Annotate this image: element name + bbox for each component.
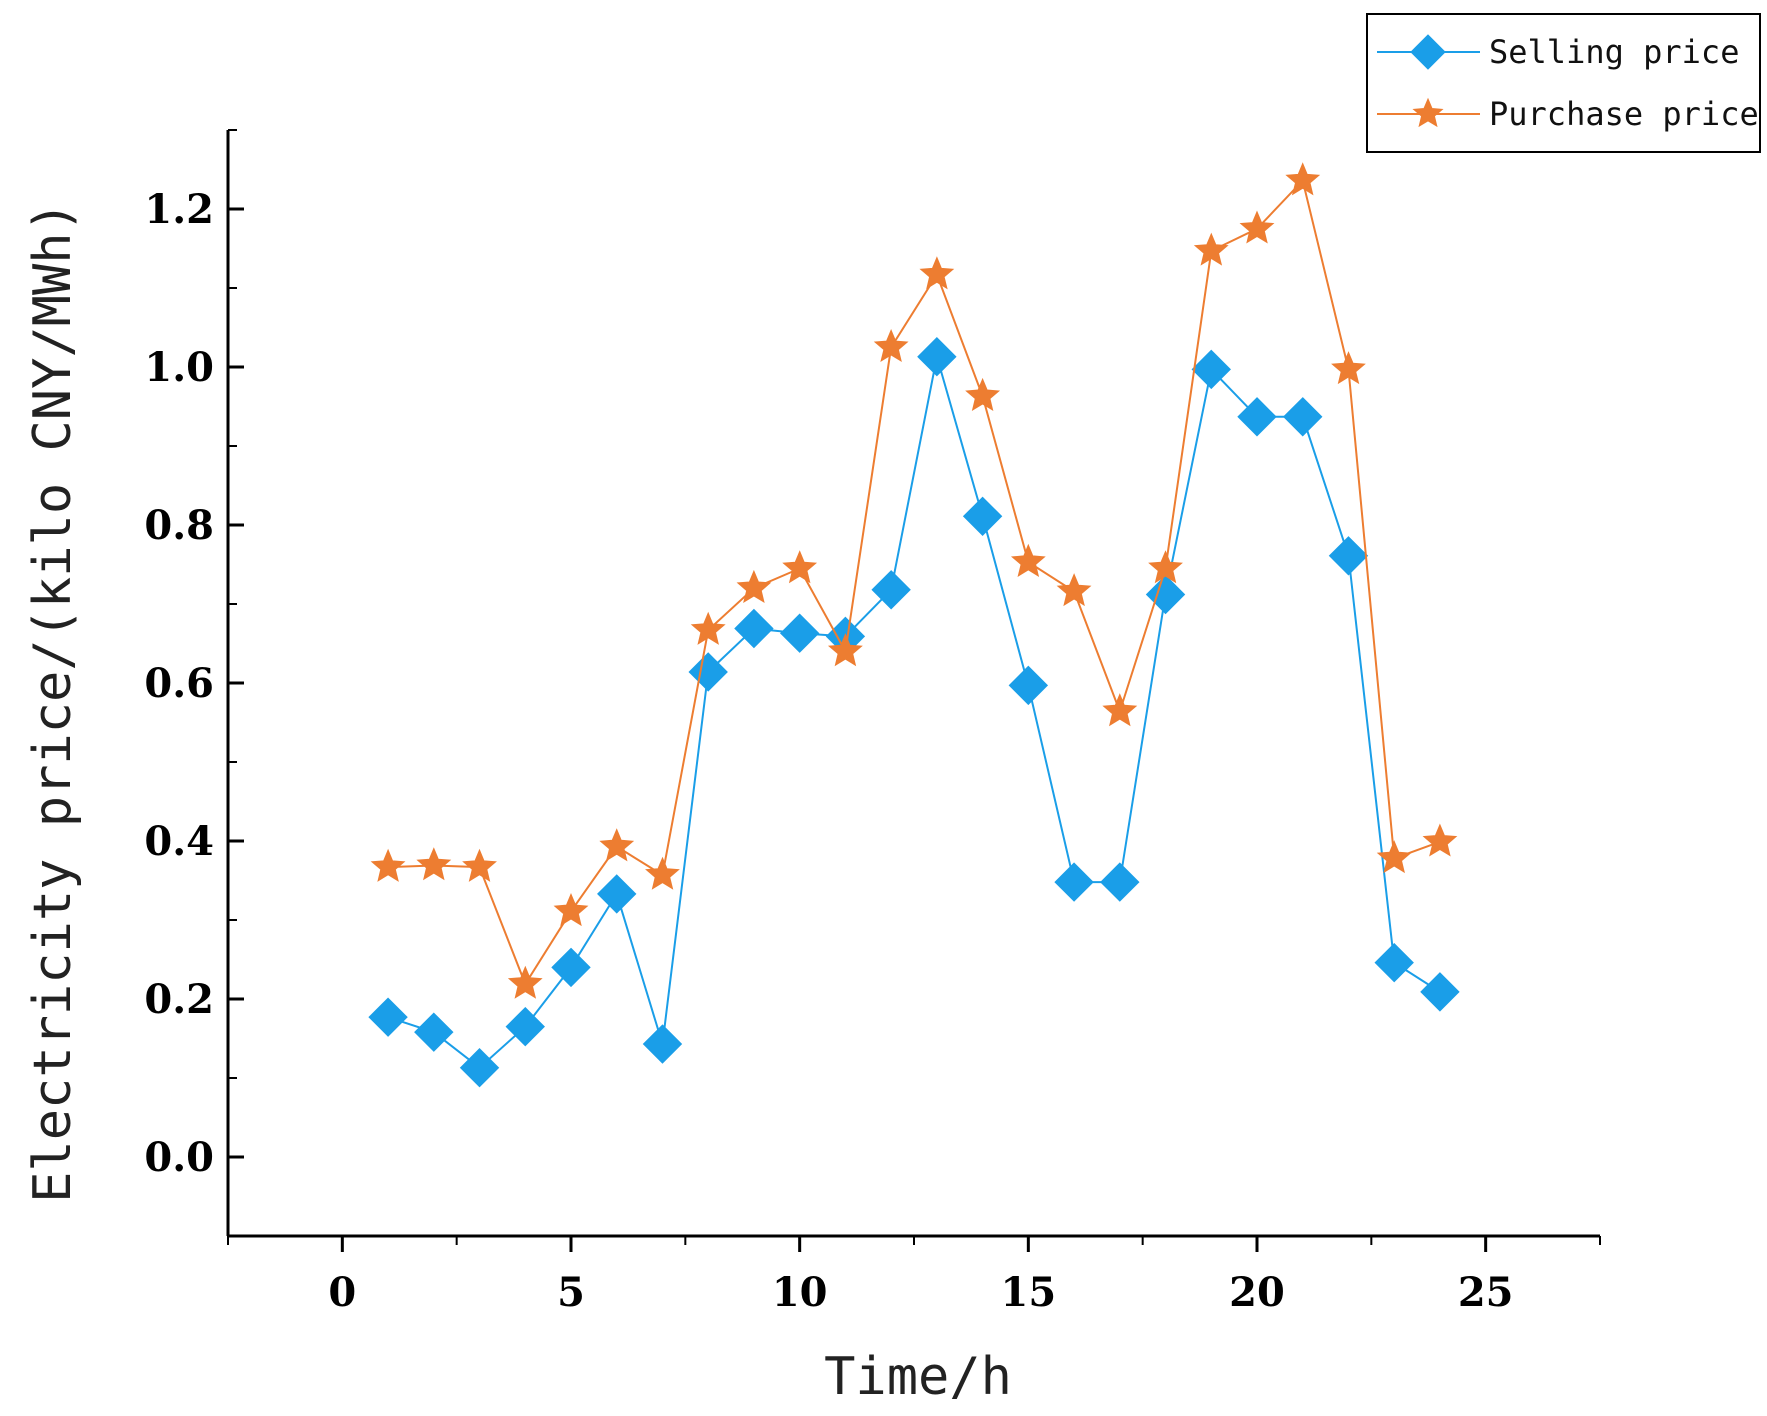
x-tick-label: 5 (557, 1269, 585, 1316)
legend-label: Purchase price (1489, 95, 1759, 133)
data-point (779, 613, 820, 653)
data-point (414, 1012, 454, 1052)
y-tick-label: 0.2 (144, 976, 214, 1023)
axes: 0.0 0.2 0.4 0.6 0.8 1.0 1.2 0 5 10 15 20 25 (144, 129, 1601, 1316)
data-point (873, 328, 909, 363)
data-point (1285, 162, 1321, 196)
data-point (368, 997, 408, 1037)
data-point (1148, 550, 1183, 584)
data-point (645, 856, 680, 890)
data-point (1008, 665, 1049, 706)
data-point (871, 570, 911, 610)
data-point (965, 377, 1001, 412)
data-point (1328, 536, 1369, 576)
legend: Selling price Purchase price (1366, 13, 1761, 153)
y-tick-label: 1.2 (144, 186, 214, 233)
data-point (919, 256, 955, 290)
data-point (1331, 351, 1366, 385)
data-point (1145, 574, 1186, 615)
data-point (505, 1006, 545, 1047)
data-point (1010, 543, 1046, 577)
series-line (388, 178, 1441, 987)
data-point (736, 569, 772, 604)
y-tick-label: 0.0 (144, 1134, 214, 1181)
legend-label: Selling price (1489, 33, 1739, 71)
data-point (599, 828, 635, 862)
y-tick-label: 1.0 (144, 344, 214, 391)
data-point (1056, 573, 1092, 607)
data-point (917, 337, 957, 377)
data-point (1422, 823, 1458, 857)
legend-box (1366, 13, 1761, 153)
data-point (597, 874, 637, 914)
data-point (1283, 397, 1323, 437)
x-tick-label: 25 (1458, 1269, 1514, 1316)
data-point (551, 947, 591, 988)
data-point (507, 965, 543, 999)
data-point (1193, 232, 1229, 266)
data-point (553, 892, 589, 927)
data-point (1374, 942, 1414, 983)
data-point (962, 496, 1003, 537)
data-point (1376, 840, 1412, 874)
series-purchase-price (370, 162, 1458, 999)
x-axis-title: Time/h (824, 1347, 1012, 1407)
series-selling-price (368, 337, 1460, 1088)
x-tick-label: 15 (1000, 1269, 1056, 1316)
data-point (1102, 693, 1138, 727)
y-tick-label: 0.8 (144, 502, 214, 549)
data-point (370, 848, 406, 882)
data-point (462, 848, 497, 882)
data-point (1191, 349, 1231, 390)
x-tick-label: 0 (328, 1269, 356, 1316)
data-point (1054, 862, 1094, 902)
data-point (690, 611, 726, 645)
y-tick-label: 0.6 (144, 660, 214, 707)
series-layer (368, 162, 1460, 1088)
x-tick-label: 10 (772, 1269, 828, 1316)
data-point (827, 633, 863, 667)
data-point (1100, 862, 1140, 902)
data-point (642, 1024, 683, 1064)
data-point (416, 847, 452, 881)
data-point (1239, 210, 1275, 244)
data-point (1237, 397, 1277, 437)
y-tick-label: 0.4 (144, 818, 214, 865)
legend-marker (1410, 34, 1446, 70)
data-point (734, 608, 774, 649)
data-point (1420, 972, 1460, 1012)
legend-marker (1412, 97, 1444, 128)
data-point (782, 550, 818, 584)
data-point (459, 1048, 500, 1088)
series-line (387, 356, 1441, 1070)
y-axis-title: Electricity price/(kilo CNY/MWh) (23, 201, 83, 1203)
x-tick-label: 20 (1229, 1269, 1285, 1316)
